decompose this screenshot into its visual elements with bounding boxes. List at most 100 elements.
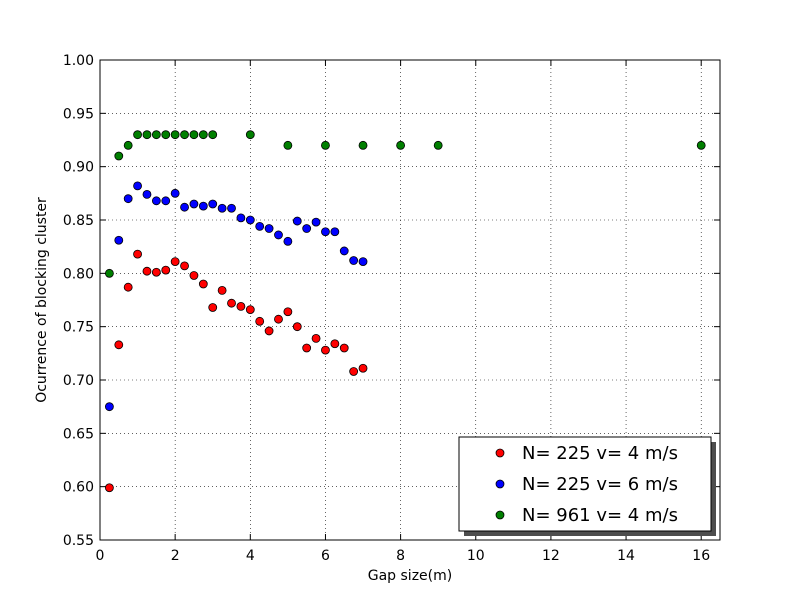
x-axis-label: Gap size(m) bbox=[368, 568, 452, 584]
data-point-series-2 bbox=[283, 236, 293, 246]
data-point-series-3 bbox=[433, 140, 443, 150]
data-point-series-1 bbox=[311, 333, 321, 343]
data-point-series-1 bbox=[339, 343, 349, 353]
data-point-series-3 bbox=[396, 140, 406, 150]
data-point-series-1 bbox=[170, 257, 180, 267]
legend-label-series-3: N= 961 v= 4 m/s bbox=[522, 505, 678, 526]
data-point-series-1 bbox=[208, 303, 218, 312]
data-point-series-3 bbox=[180, 130, 189, 140]
data-point-series-3 bbox=[170, 130, 180, 140]
data-point-series-2 bbox=[142, 189, 152, 199]
data-point-series-2 bbox=[123, 194, 133, 204]
data-point-series-2 bbox=[358, 257, 368, 267]
data-point-series-1 bbox=[227, 298, 236, 308]
data-point-series-1 bbox=[245, 305, 255, 315]
data-point-series-3 bbox=[283, 140, 293, 150]
y-tick-label: 1.00 bbox=[63, 53, 94, 69]
data-point-series-2 bbox=[208, 199, 218, 209]
data-point-series-1 bbox=[189, 271, 199, 280]
data-point-series-1 bbox=[321, 345, 330, 355]
data-point-series-1 bbox=[274, 314, 283, 324]
legend-marker-series-2 bbox=[495, 479, 505, 489]
data-point-series-1 bbox=[292, 322, 302, 332]
y-tick-label: 0.70 bbox=[63, 373, 94, 389]
data-point-series-1 bbox=[123, 282, 133, 292]
data-point-series-2 bbox=[180, 202, 189, 212]
data-point-series-1 bbox=[104, 483, 114, 493]
data-point-series-3 bbox=[114, 151, 124, 161]
data-points bbox=[104, 130, 706, 493]
x-tick-label: 12 bbox=[542, 548, 560, 564]
data-point-series-2 bbox=[161, 196, 171, 206]
data-point-series-2 bbox=[189, 199, 199, 209]
x-tick-label: 4 bbox=[246, 548, 255, 564]
x-tick-label: 14 bbox=[617, 548, 635, 564]
data-point-series-2 bbox=[349, 256, 359, 265]
y-tick-label: 0.65 bbox=[63, 426, 94, 442]
data-point-series-2 bbox=[114, 235, 124, 245]
data-point-series-3 bbox=[104, 268, 114, 278]
data-point-series-2 bbox=[255, 221, 265, 231]
data-point-series-1 bbox=[349, 367, 359, 376]
y-tick-label: 0.55 bbox=[63, 533, 94, 549]
data-point-series-3 bbox=[696, 140, 706, 150]
legend: N= 225 v= 4 m/s N= 225 v= 6 m/s N= 961 v= … bbox=[458, 436, 716, 536]
data-point-series-1 bbox=[358, 363, 368, 373]
x-tick-label: 16 bbox=[692, 548, 710, 564]
data-point-series-3 bbox=[321, 140, 330, 150]
data-point-series-2 bbox=[133, 181, 142, 191]
data-point-series-2 bbox=[236, 213, 246, 223]
data-point-series-2 bbox=[227, 203, 236, 213]
data-point-series-2 bbox=[339, 246, 349, 256]
data-point-series-2 bbox=[170, 188, 180, 198]
data-point-series-2 bbox=[330, 227, 340, 237]
data-point-series-2 bbox=[217, 203, 227, 213]
data-point-series-1 bbox=[151, 267, 161, 277]
data-point-series-1 bbox=[255, 316, 265, 326]
data-point-series-3 bbox=[208, 130, 218, 140]
data-point-series-2 bbox=[245, 215, 255, 225]
x-tick-label: 2 bbox=[171, 548, 180, 564]
data-point-series-3 bbox=[189, 130, 199, 140]
axis-ticks: 0 2 4 6 8 10 12 14 16 0.55 0.60 0.65 0.70 0.75 0.80 0.8… bbox=[63, 53, 720, 564]
data-point-series-3 bbox=[123, 140, 133, 150]
data-point-series-1 bbox=[236, 301, 246, 311]
data-point-series-1 bbox=[133, 249, 142, 259]
data-point-series-1 bbox=[161, 265, 171, 275]
x-tick-label: 6 bbox=[321, 548, 330, 564]
x-tick-label: 0 bbox=[96, 548, 105, 564]
legend-label-series-1: N= 225 v= 4 m/s bbox=[522, 443, 678, 464]
data-point-series-3 bbox=[142, 130, 152, 140]
data-point-series-1 bbox=[114, 340, 124, 350]
data-point-series-2 bbox=[321, 227, 330, 237]
y-tick-label: 0.60 bbox=[63, 480, 94, 496]
y-tick-label: 0.85 bbox=[63, 213, 94, 229]
data-point-series-3 bbox=[133, 130, 142, 140]
data-point-series-3 bbox=[358, 140, 368, 150]
y-tick-label: 0.95 bbox=[63, 106, 94, 122]
legend-label-series-2: N= 225 v= 6 m/s bbox=[522, 474, 678, 495]
plot-frame bbox=[99, 59, 721, 541]
data-point-series-2 bbox=[264, 224, 274, 233]
y-tick-label: 0.75 bbox=[63, 320, 94, 336]
data-point-series-1 bbox=[142, 266, 152, 276]
data-point-series-1 bbox=[283, 307, 293, 317]
data-point-series-3 bbox=[151, 130, 161, 140]
x-tick-label: 10 bbox=[467, 548, 485, 564]
legend-marker-series-1 bbox=[495, 448, 505, 458]
y-axis-label: Ocurrence of blocking cluster bbox=[34, 197, 50, 403]
data-point-series-1 bbox=[180, 261, 189, 271]
data-point-series-2 bbox=[292, 216, 302, 226]
data-point-series-1 bbox=[264, 326, 274, 336]
y-tick-label: 0.80 bbox=[63, 266, 94, 282]
data-point-series-2 bbox=[198, 201, 208, 211]
data-point-series-2 bbox=[104, 402, 114, 412]
y-tick-label: 0.90 bbox=[63, 160, 94, 176]
data-point-series-2 bbox=[302, 224, 312, 233]
data-point-series-1 bbox=[330, 339, 340, 349]
data-point-series-3 bbox=[245, 130, 255, 140]
x-tick-label: 8 bbox=[396, 548, 405, 564]
data-point-series-2 bbox=[274, 230, 283, 240]
data-point-series-3 bbox=[198, 130, 208, 140]
